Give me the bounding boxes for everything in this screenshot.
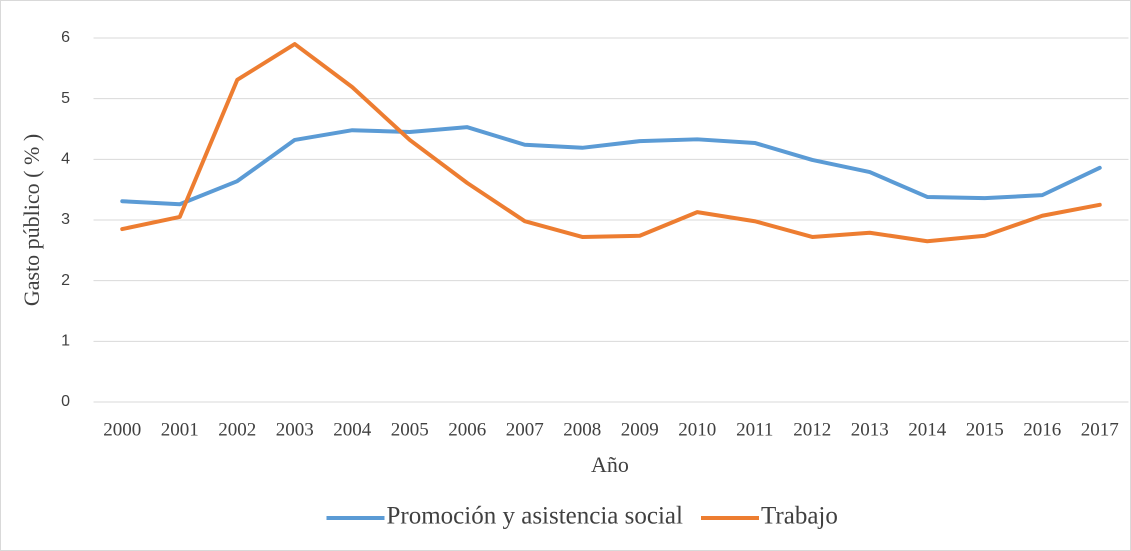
x-tick-label: 2004 [333, 419, 372, 440]
x-tick-label: 2012 [793, 419, 831, 440]
y-tick-label: 5 [61, 90, 70, 107]
legend-label: Trabajo [761, 503, 838, 530]
x-tick-label: 2007 [506, 419, 544, 440]
y-tick-label: 1 [61, 333, 70, 350]
x-tick-label: 2014 [908, 419, 947, 440]
x-tick-label: 2008 [563, 419, 601, 440]
x-tick-label: 2011 [736, 419, 773, 440]
x-tick-label: 2002 [218, 419, 256, 440]
x-tick-label: 2013 [851, 419, 889, 440]
x-tick-label: 2017 [1081, 419, 1119, 440]
y-tick-label: 2 [61, 272, 70, 289]
x-tick-label: 2005 [391, 419, 429, 440]
x-tick-label: 2006 [448, 419, 486, 440]
x-tick-label: 2015 [966, 419, 1004, 440]
y-tick-label: 3 [61, 211, 70, 228]
data-line [120, 125, 1102, 207]
x-axis-label: Año [591, 452, 629, 477]
x-tick-label: 2000 [103, 419, 141, 440]
x-tick-label: 2016 [1023, 419, 1061, 440]
y-tick-label: 4 [61, 151, 70, 168]
x-tick-label: 2003 [276, 419, 314, 440]
data-line [120, 42, 1102, 244]
x-tick-label: 2010 [678, 419, 716, 440]
x-tick-label: 2001 [161, 419, 199, 440]
legend-label: Promoción y asistencia social [387, 503, 684, 530]
x-tick-label: 2009 [621, 419, 659, 440]
y-axis-label: Gasto público ( % ) [19, 134, 44, 306]
y-tick-label: 0 [61, 393, 70, 410]
y-tick-label: 6 [61, 29, 70, 46]
